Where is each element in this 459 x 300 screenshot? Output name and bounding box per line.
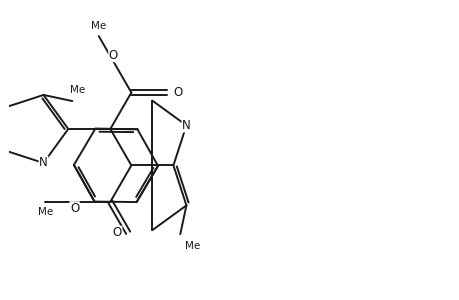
Text: O: O	[112, 226, 122, 239]
Text: N: N	[39, 157, 48, 169]
Text: O: O	[70, 202, 79, 215]
Text: Me: Me	[184, 241, 199, 250]
Text: O: O	[109, 49, 118, 62]
Text: Me: Me	[70, 85, 85, 95]
Text: N: N	[182, 119, 190, 132]
Text: Me: Me	[38, 207, 53, 217]
Text: Me: Me	[91, 21, 106, 31]
Text: O: O	[173, 86, 182, 99]
